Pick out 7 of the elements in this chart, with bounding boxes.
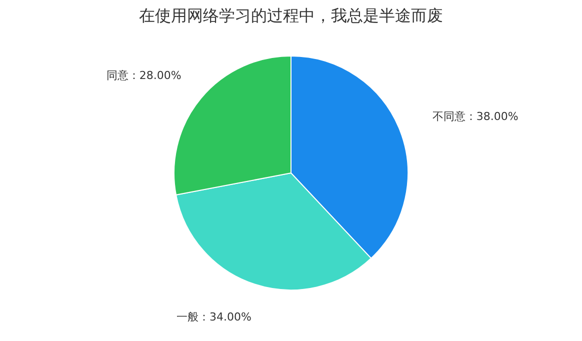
slice-label: 同意 [106, 69, 128, 82]
slice-label: 一般 [176, 310, 199, 324]
data-label: ：34.00% [198, 310, 252, 324]
data-label: ：38.00% [465, 110, 518, 124]
chart-title: 在使用网络学习的过程中，我总是半途而废 [139, 6, 443, 25]
slice-label: 不同意 [432, 110, 466, 124]
data-label: ：28.00% [128, 69, 182, 82]
